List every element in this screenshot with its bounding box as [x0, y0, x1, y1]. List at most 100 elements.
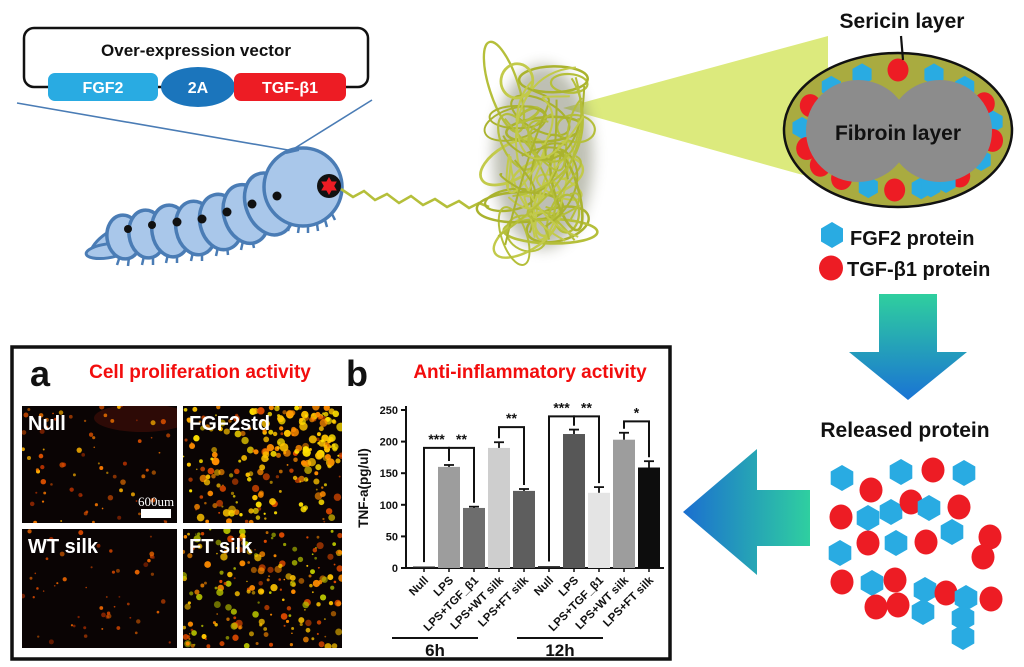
- cocoon-thread: [497, 76, 583, 238]
- cell-dot: [258, 581, 263, 586]
- cell-dot: [201, 624, 204, 628]
- cell-dot: [168, 641, 171, 644]
- tgfb1-protein-icon: [859, 477, 883, 503]
- bar-LPS+WT silk-6h: [488, 447, 510, 568]
- cell-dot: [150, 420, 156, 426]
- cell-dot: [211, 451, 218, 458]
- cell-dot: [151, 555, 155, 560]
- cell-dot: [129, 616, 132, 619]
- group-label: 12h: [545, 641, 574, 660]
- cell-dot: [263, 632, 269, 637]
- y-tick-label: 100: [380, 500, 398, 512]
- significance-stars: **: [506, 410, 517, 426]
- cell-dot: [333, 563, 336, 566]
- cell-dot: [267, 566, 274, 573]
- fgf2-protein-icon: [911, 599, 935, 625]
- cell-dot: [328, 434, 336, 442]
- cell-dot: [283, 624, 286, 627]
- group-label: 6h: [425, 641, 445, 660]
- cell-dot: [88, 432, 94, 437]
- cell-dot: [222, 509, 231, 517]
- cell-dot: [81, 453, 86, 457]
- cell-dot: [44, 417, 49, 422]
- cell-dot: [281, 598, 285, 602]
- cell-dot: [134, 631, 138, 635]
- cell-dot: [53, 584, 56, 587]
- micrograph-wt-silk: WT silk: [22, 529, 177, 648]
- tgfb1-protein-icon: [914, 529, 938, 555]
- cell-dot: [194, 503, 200, 510]
- cell-dot: [320, 439, 324, 443]
- cell-dot: [321, 576, 328, 583]
- cell-dot: [333, 493, 342, 501]
- cell-dot: [187, 553, 193, 559]
- cell-dot: [244, 519, 249, 523]
- cocoon-thread-loop: [482, 40, 526, 134]
- cell-dot: [227, 571, 233, 578]
- cell-dot: [228, 505, 236, 514]
- cell-dot: [22, 430, 27, 435]
- cell-dot: [211, 457, 220, 466]
- cell-dot: [38, 413, 44, 418]
- cell-dot: [266, 444, 275, 452]
- cell-dot: [198, 420, 202, 424]
- gene-2a-label: 2A: [188, 80, 209, 97]
- cell-dot: [223, 428, 230, 435]
- cell-dot: [271, 532, 276, 538]
- cell-dot: [283, 578, 286, 581]
- cell-dot: [239, 512, 243, 517]
- cell-dot: [103, 413, 108, 418]
- cell-dot: [323, 444, 328, 449]
- cell-dot: [327, 574, 334, 581]
- significance-stars: **: [456, 431, 467, 447]
- cell-dot: [338, 574, 342, 582]
- cocoon-thread-loop: [517, 65, 589, 94]
- cocoon-thread-loop: [553, 193, 581, 234]
- cell-dot: [322, 517, 325, 521]
- cell-dot: [223, 549, 228, 554]
- cell-dot: [278, 563, 283, 569]
- cell-dot: [138, 512, 141, 516]
- panel-a-letter: a: [30, 353, 51, 394]
- micrograph-label: FGF2std: [189, 413, 270, 435]
- cell-dot: [328, 514, 336, 522]
- cell-dot: [27, 529, 32, 534]
- cell-dot: [145, 468, 149, 472]
- cell-dot: [277, 415, 285, 423]
- cell-dot: [70, 624, 74, 627]
- cell-dot: [270, 613, 273, 616]
- cell-dot: [234, 591, 240, 597]
- cell-dot: [262, 473, 270, 481]
- cell-dot: [249, 584, 256, 591]
- cell-dot: [322, 412, 325, 415]
- cell-dot: [273, 554, 277, 558]
- cell-dot: [92, 436, 96, 440]
- micrograph-ft-silk: FT silk: [183, 529, 342, 648]
- cell-dot: [285, 573, 292, 580]
- fgf2-protein-icon: [951, 605, 975, 631]
- cell-dot: [58, 410, 64, 415]
- cell-dot: [243, 541, 249, 547]
- cell-dot: [188, 477, 193, 482]
- cell-dot: [199, 459, 203, 464]
- cell-dot: [112, 474, 117, 479]
- cell-dot: [105, 596, 108, 598]
- cell-dot: [335, 551, 338, 554]
- cell-dot: [147, 558, 151, 563]
- panel-a-title: Cell proliferation activity: [89, 362, 311, 383]
- cell-dot: [135, 500, 138, 502]
- cell-dot: [76, 447, 82, 453]
- significance-bracket: [498, 426, 525, 485]
- cell-dot: [262, 428, 267, 433]
- cell-dot: [315, 488, 318, 491]
- cell-dot: [204, 424, 210, 430]
- silk-thread: [340, 187, 490, 210]
- cell-dot: [23, 412, 29, 418]
- cell-dot: [325, 508, 333, 515]
- cell-dot: [300, 460, 307, 466]
- tgfb1-protein-icon: [864, 594, 888, 620]
- cell-dot: [45, 557, 49, 561]
- cocoon-thread-loop: [497, 206, 531, 266]
- fibroin-core: [806, 80, 910, 182]
- cell-dot: [27, 408, 31, 412]
